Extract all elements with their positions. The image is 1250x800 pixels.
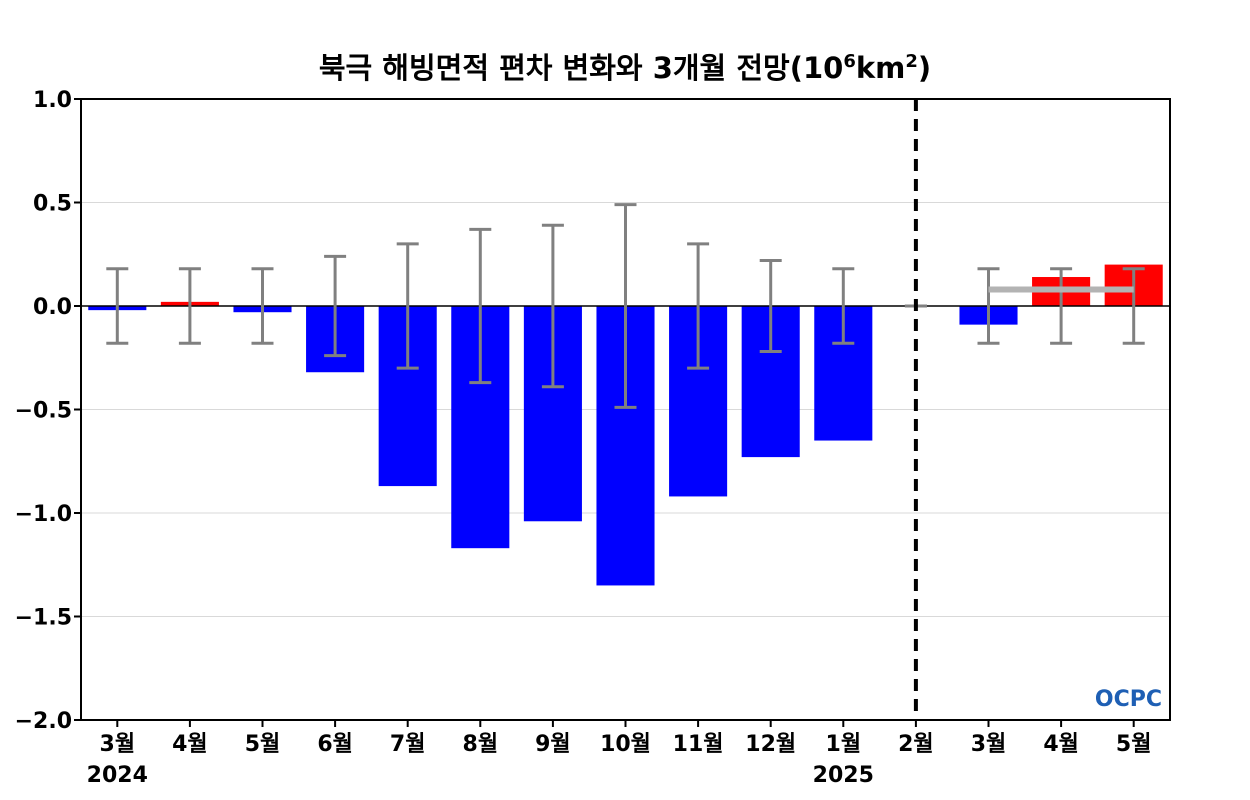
- ocpc-logo: OCPC: [1095, 687, 1162, 712]
- error-bar: [324, 254, 347, 358]
- error-bar: [687, 242, 710, 370]
- error-bar: [1122, 267, 1145, 345]
- x-tick-label: 9월: [535, 732, 571, 757]
- bar-layer: [81, 264, 1170, 586]
- x-tick-label: 3월: [100, 732, 136, 757]
- error-bar: [614, 203, 637, 409]
- title-close: ): [918, 51, 931, 85]
- x-year-label: 2024: [87, 763, 148, 788]
- error-bar: [759, 258, 782, 354]
- x-tick-label: 5월: [1116, 732, 1152, 757]
- title-unit: km: [856, 51, 906, 85]
- error-bar: [251, 267, 274, 345]
- error-bar: [977, 267, 1000, 345]
- x-tick-label: 11월: [673, 732, 724, 757]
- title-text: 북극 해빙면적 편차 변화와 3개월 전망(10: [319, 51, 843, 85]
- y-tick-label: 0.0: [33, 295, 72, 320]
- error-bar: [178, 267, 201, 345]
- error-bar-layer: [106, 203, 1145, 409]
- x-tick-label: 5월: [245, 732, 281, 757]
- x-tick-label: 4월: [172, 732, 208, 757]
- y-tick-label: −0.5: [15, 399, 72, 424]
- x-tick-label: 3월: [971, 732, 1007, 757]
- error-bar: [1050, 267, 1073, 345]
- error-bar: [541, 223, 564, 389]
- error-bar: [832, 267, 855, 345]
- x-tick-label: 12월: [745, 732, 796, 757]
- y-tick-label: −2.0: [15, 709, 72, 734]
- x-tick-label: 1월: [826, 732, 862, 757]
- y-tick-label: −1.5: [15, 606, 72, 631]
- title-exponent: 6: [843, 51, 856, 72]
- error-bar: [469, 227, 492, 385]
- x-tick-label: 6월: [317, 732, 353, 757]
- error-bar: [106, 267, 129, 345]
- x-tick-label: 10월: [600, 732, 651, 757]
- overlay-layer: [913, 99, 1134, 720]
- axis-layer: 1.0 0.5 0.0 −0.5 −1.0 −1.5 −2.0 3월 4월 5월 6월 7월 8월 9월 1…: [15, 88, 1152, 788]
- x-year-label: 2025: [813, 763, 874, 788]
- x-tick-label: 2월: [898, 732, 934, 757]
- title-unit-exponent: 2: [905, 51, 918, 72]
- y-tick-label: 1.0: [33, 88, 72, 113]
- x-tick-label: 8월: [463, 732, 499, 757]
- x-tick-label: 7월: [390, 732, 426, 757]
- x-tick-label: 4월: [1043, 732, 1079, 757]
- chart-title: 북극 해빙면적 편차 변화와 3개월 전망(106km2): [319, 51, 931, 85]
- y-tick-label: −1.0: [15, 502, 72, 527]
- error-bar: [396, 242, 419, 370]
- y-tick-label: 0.5: [33, 192, 72, 217]
